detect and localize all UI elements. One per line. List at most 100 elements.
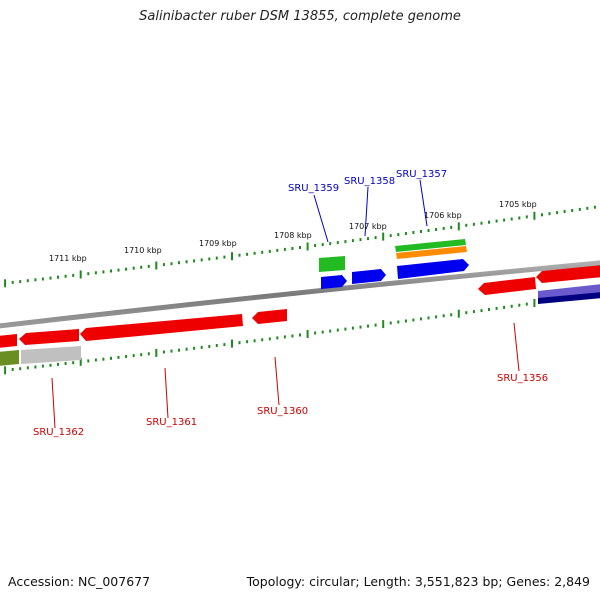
minor-tick	[472, 310, 475, 314]
minor-tick	[427, 229, 430, 232]
minor-tick	[427, 316, 430, 320]
gene-sru-1357-cds[interactable]	[397, 259, 469, 279]
minor-tick	[238, 341, 241, 345]
minor-tick	[404, 319, 407, 323]
gene-sru-1357-feature-orange[interactable]	[396, 246, 467, 259]
gene-sru-1360-cds[interactable]	[252, 309, 287, 324]
minor-tick	[132, 354, 135, 358]
minor-tick	[268, 249, 271, 253]
minor-tick	[480, 309, 483, 313]
minor-tick	[147, 264, 150, 268]
minor-tick	[503, 305, 506, 309]
minor-tick	[299, 246, 301, 249]
minor-tick	[488, 308, 490, 311]
minor-tick	[26, 279, 29, 283]
minor-tick	[170, 349, 173, 353]
minor-tick	[261, 338, 264, 342]
minor-tick	[102, 357, 105, 361]
minor-tick	[503, 218, 506, 222]
minor-tick	[374, 236, 377, 240]
minor-tick	[26, 366, 29, 370]
label-sru-1360[interactable]: SRU_1360	[257, 406, 308, 417]
minor-tick	[57, 275, 59, 279]
minor-tick	[125, 267, 128, 271]
label-sru-1358[interactable]: SRU_1358	[344, 176, 395, 187]
minor-tick	[359, 238, 362, 242]
minor-tick	[420, 317, 422, 321]
leader-sru-1361	[164, 367, 169, 419]
kbp-label-1707: 1707 kbp	[349, 222, 387, 231]
minor-tick	[223, 255, 226, 259]
minor-tick	[314, 244, 317, 247]
minor-tick	[162, 263, 165, 267]
gene-sru-1358-cds[interactable]	[352, 269, 386, 284]
minor-tick	[87, 272, 90, 276]
minor-tick	[525, 302, 528, 306]
minor-tick	[329, 242, 332, 246]
minor-tick	[110, 356, 112, 360]
minor-tick	[276, 248, 279, 252]
gene-sru-1359-feature[interactable]	[319, 256, 345, 272]
minor-tick	[215, 344, 218, 347]
minor-tick	[336, 241, 339, 245]
minor-tick	[178, 261, 180, 265]
label-sru-1362[interactable]: SRU_1362	[33, 427, 84, 438]
major-tick	[4, 279, 7, 288]
minor-tick	[94, 271, 97, 275]
minor-tick	[102, 270, 105, 274]
gene-olive-feature[interactable]	[0, 350, 19, 366]
major-tick	[155, 348, 158, 357]
gene-gray-feature[interactable]	[21, 346, 81, 364]
gene-red-right-edge[interactable]	[536, 265, 600, 283]
minor-tick	[291, 247, 294, 250]
minor-tick	[64, 362, 67, 365]
minor-tick	[94, 358, 97, 362]
inner-tick-track	[4, 292, 596, 375]
minor-tick	[87, 359, 90, 363]
minor-tick	[208, 345, 211, 348]
minor-tick	[412, 231, 415, 234]
minor-tick	[495, 219, 498, 223]
leader-sru-1360	[274, 356, 280, 406]
label-sru-1356[interactable]: SRU_1356	[497, 373, 548, 384]
gene-sru-1361-cds[interactable]	[80, 314, 243, 341]
minor-tick	[367, 237, 369, 241]
major-tick	[533, 299, 536, 307]
gene-sru-1357-feature-green[interactable]	[395, 239, 466, 252]
label-sru-1357[interactable]: SRU_1357	[396, 169, 447, 180]
minor-tick	[268, 337, 271, 341]
gene-red-left-edge[interactable]	[0, 334, 17, 348]
leader-sru-1359	[313, 194, 329, 243]
minor-tick	[41, 364, 44, 368]
major-tick	[382, 232, 385, 241]
minor-tick	[11, 368, 14, 371]
minor-tick	[389, 321, 392, 325]
minor-tick	[193, 346, 196, 350]
gene-navy-feature[interactable]	[538, 292, 600, 304]
major-tick	[79, 270, 82, 279]
minor-tick	[344, 327, 347, 331]
minor-tick	[450, 225, 453, 229]
major-tick	[4, 366, 7, 375]
gene-sru-1359-cds[interactable]	[321, 275, 347, 289]
gene-sru-1362-cds[interactable]	[19, 329, 79, 345]
major-tick	[382, 320, 385, 329]
minor-tick	[472, 222, 475, 226]
minor-tick	[200, 345, 203, 349]
label-sru-1361[interactable]: SRU_1361	[146, 417, 197, 428]
minor-tick	[359, 325, 362, 329]
minor-tick	[351, 326, 354, 330]
minor-tick	[193, 259, 196, 263]
minor-tick	[215, 256, 218, 260]
minor-tick	[299, 333, 301, 337]
major-tick	[155, 261, 158, 270]
minor-tick	[34, 365, 37, 369]
gene-sru-1356-cds[interactable]	[478, 277, 536, 295]
minor-tick	[525, 215, 528, 219]
minor-tick	[351, 239, 354, 243]
minor-tick	[435, 228, 438, 231]
minor-tick	[246, 252, 249, 256]
kbp-label-1709: 1709 kbp	[199, 239, 237, 248]
minor-tick	[223, 343, 226, 347]
label-sru-1359[interactable]: SRU_1359	[288, 183, 339, 194]
